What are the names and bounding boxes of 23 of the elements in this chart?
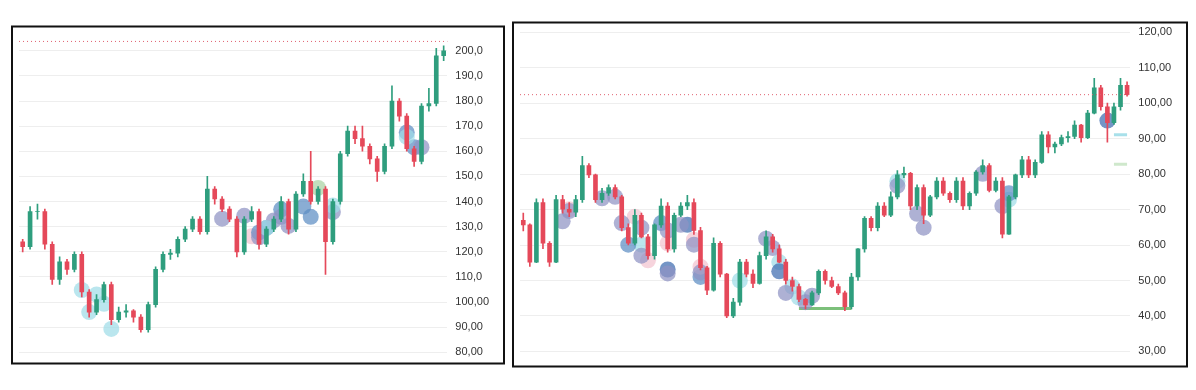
y-tick-label: 40,00	[1138, 309, 1166, 321]
y-tick-label: 100,00	[1138, 96, 1173, 109]
y-tick-label: 110,0	[455, 269, 483, 282]
y-tick-label: 90,00	[455, 320, 483, 333]
y-tick-label: 100,00	[455, 295, 490, 308]
y-tick-label: 200,0	[455, 43, 483, 56]
y-tick-label: 30,00	[1138, 344, 1166, 357]
y-tick-label: 150,0	[455, 169, 483, 182]
y-tick-label: 70,00	[1138, 202, 1166, 215]
y-tick-label: 90,00	[1138, 131, 1166, 144]
y-tick-label: 110,00	[1138, 60, 1172, 73]
y-tick-label: 50,00	[1138, 273, 1166, 286]
y-tick-label: 80,00	[455, 345, 483, 358]
y-tick-label: 60,00	[1138, 238, 1166, 251]
y-tick-label: 120,00	[1138, 25, 1173, 38]
y-tick-label: 180,0	[455, 94, 483, 107]
y-tick-label: 190,0	[455, 68, 483, 81]
y-tick-label: 160,0	[455, 144, 483, 157]
y-tick-label: 140,0	[455, 194, 483, 207]
y-tick-label: 170,0	[455, 119, 483, 132]
y-tick-label: 80,00	[1138, 167, 1166, 180]
y-tick-label: 130,0	[455, 219, 483, 232]
y-tick-label: 120,0	[455, 244, 483, 257]
